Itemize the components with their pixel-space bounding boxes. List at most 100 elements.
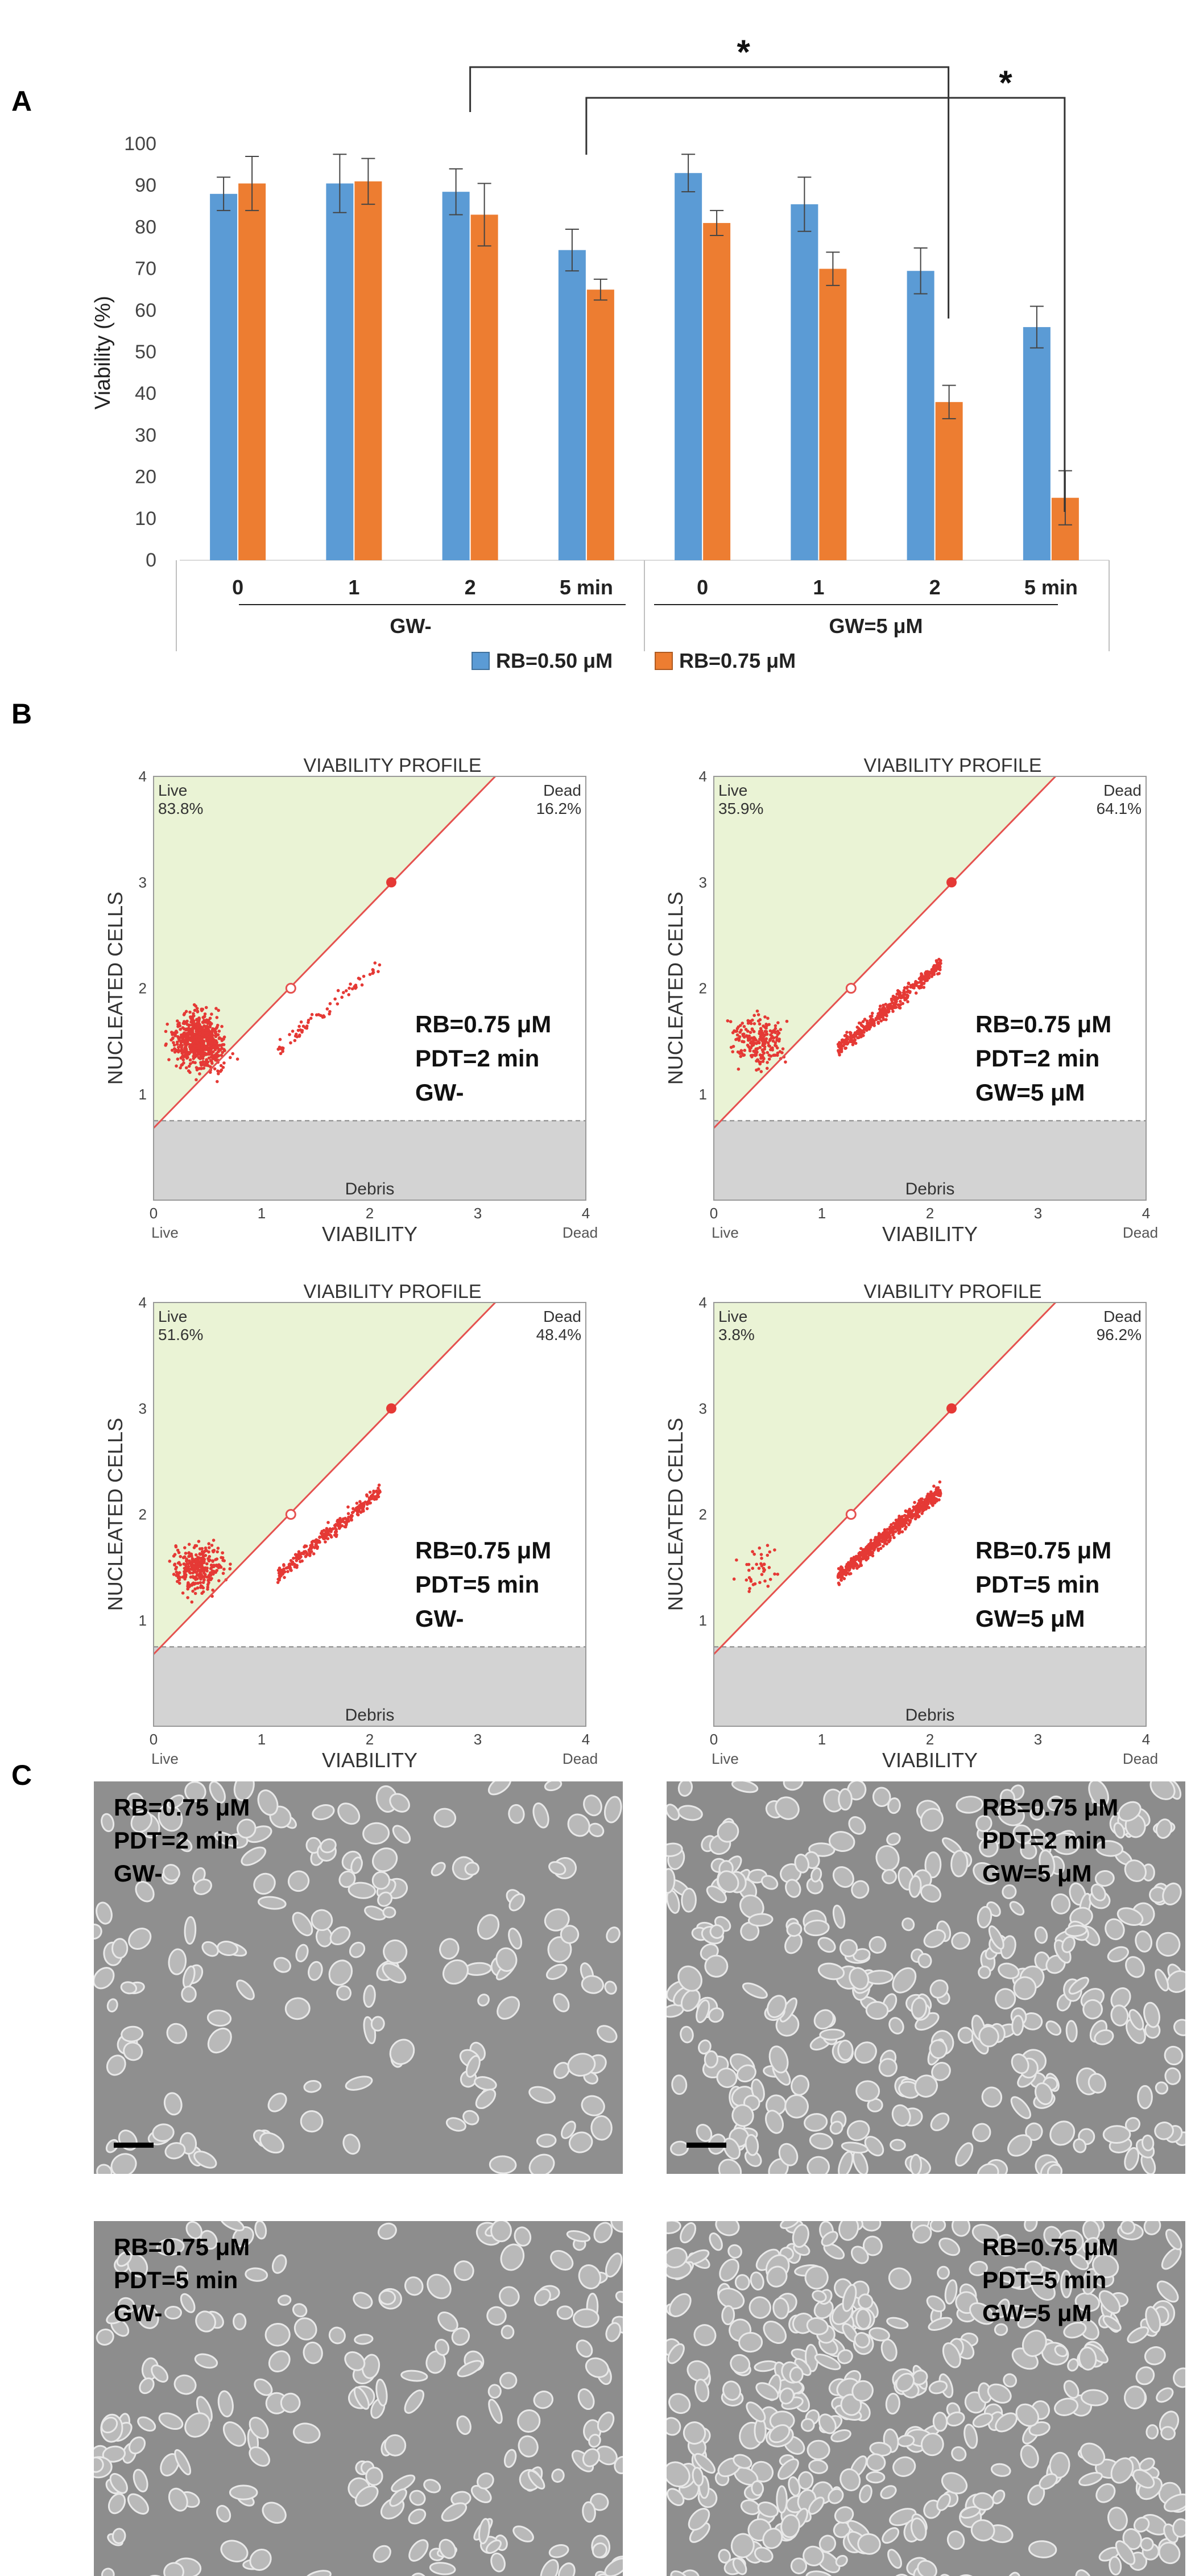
scatter-point-live (214, 1054, 218, 1057)
cell (254, 2378, 273, 2396)
scatter-point-live (188, 1058, 192, 1062)
y-axis-label: NUCLEATED CELLS (664, 892, 687, 1085)
scatter-point-dead (915, 1511, 918, 1514)
x-axis-label: VIABILITY (882, 1222, 978, 1246)
scatter-point-dead (341, 1519, 345, 1522)
cell (797, 2471, 814, 2490)
cell (503, 2449, 517, 2468)
plot-frame (153, 1302, 586, 1727)
cell (193, 1878, 212, 1895)
scatter-point-dead (938, 1488, 942, 1492)
cell (194, 2353, 218, 2369)
scatter-point-dead (869, 1539, 873, 1542)
cell (778, 2458, 799, 2480)
scatter-point-live (748, 1587, 751, 1590)
scatter-point-live (221, 1572, 225, 1575)
cell (445, 2117, 466, 2132)
cell (1051, 1893, 1071, 1915)
scatter-point-live (179, 1066, 182, 1070)
cell (698, 2039, 712, 2055)
scatter-point-live (210, 1052, 213, 1056)
cell (882, 2527, 900, 2544)
group-label: GW- (390, 614, 431, 638)
scatter-point-dead (907, 981, 911, 985)
scatter-point-dead (855, 1026, 859, 1029)
cell (152, 2123, 175, 2142)
cell (914, 2074, 938, 2098)
scatter-point-dead (289, 1041, 292, 1045)
cell (1102, 2125, 1131, 2144)
cell (1094, 2029, 1114, 2045)
scatter-point-live (755, 1059, 758, 1063)
y-tick-label: 3 (139, 1400, 147, 1417)
scatter-point-live (188, 1023, 192, 1027)
scatter-point-dead (849, 1572, 853, 1576)
scatter-point-live (766, 1041, 770, 1045)
scatter-point-dead (876, 1536, 880, 1540)
cell (886, 2317, 909, 2329)
cell (1172, 2518, 1185, 2538)
scatter-point-dead (346, 1505, 350, 1509)
x-tick-label: 3 (1034, 1731, 1042, 1748)
scatter-point-dead (904, 1519, 908, 1523)
cell (1127, 2326, 1149, 2344)
scatter-point-dead (872, 1548, 876, 1552)
scatter-point-live (210, 1559, 214, 1562)
scatter-point-dead (921, 975, 925, 978)
scatter-point-live (188, 1047, 192, 1051)
scatter-point-live (753, 1050, 756, 1054)
scatter-point-dead (923, 1508, 926, 1511)
scatter-point-live (184, 1066, 188, 1070)
scatter-point-dead (881, 1016, 885, 1020)
scatter-point-live (201, 1057, 205, 1060)
cell (1068, 1977, 1089, 1995)
scatter-point-live (194, 1553, 198, 1557)
scatter-point-dead (923, 1498, 927, 1502)
cell (806, 2317, 829, 2335)
scatter-point-dead (276, 1581, 280, 1584)
scatter-point-dead (377, 1483, 381, 1487)
cell (534, 2288, 551, 2306)
cell (696, 2124, 713, 2142)
cell (828, 1831, 855, 1852)
scatter-points (164, 961, 382, 1084)
cell (832, 1904, 846, 1929)
scatter-point-live (767, 1053, 771, 1057)
scatter-point-dead (342, 991, 345, 994)
y-tick-label: 0 (146, 549, 156, 571)
scatter-point-dead (372, 1489, 375, 1493)
scatter-point-live (200, 1558, 204, 1561)
scatter-point-dead (892, 1521, 895, 1525)
scatter-point-live (752, 1022, 756, 1026)
cell (1039, 1849, 1056, 1878)
scatter-point-live (776, 1021, 780, 1024)
scatter-point-live (772, 1053, 776, 1057)
cell (233, 2313, 247, 2331)
scatter-point-live (222, 1568, 226, 1571)
cell (1069, 2253, 1089, 2271)
cell (1107, 2507, 1128, 2532)
scatter-point-dead (878, 1543, 882, 1547)
scatter-point-live (780, 1051, 784, 1055)
cell (501, 2325, 515, 2339)
micrograph-label: PDT=5 min (114, 2267, 238, 2293)
plot-frame (713, 776, 1147, 1201)
cell (597, 2411, 615, 2433)
scatter-point-live (184, 1036, 188, 1040)
cell (998, 1962, 1020, 1979)
scatter-point-live (176, 1050, 180, 1054)
scatter-point-dead (888, 1535, 892, 1539)
cell (1022, 2330, 1047, 2357)
cell (810, 1867, 822, 1883)
cell (389, 2039, 415, 2065)
cell (1154, 2122, 1174, 2140)
scatter-point-live (766, 1061, 769, 1064)
scatter-point-dead (871, 1545, 875, 1549)
scatter-point-dead (887, 1010, 891, 1014)
bar-rb050 (675, 173, 702, 560)
legend-swatch-rb075 (655, 652, 673, 670)
scatter-point-dead (865, 1019, 869, 1023)
gate-line (714, 776, 1056, 1129)
cell (731, 1781, 759, 1793)
scatter-point-dead (320, 1529, 324, 1533)
